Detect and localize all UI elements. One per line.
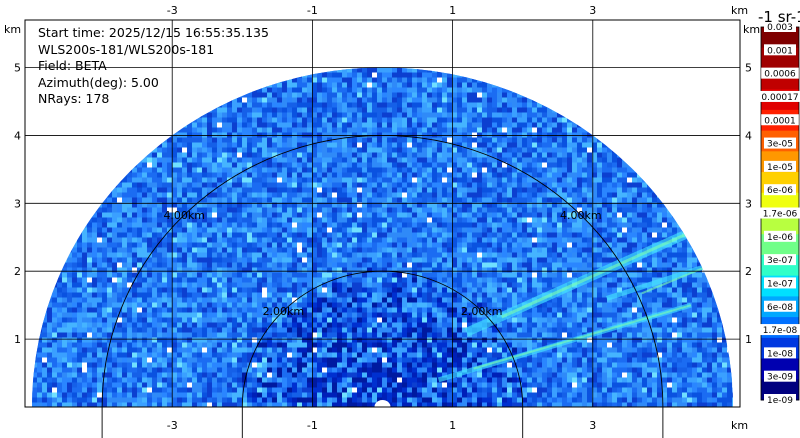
range-ring-0 — [241, 270, 524, 438]
colorbar-label-14: 1e-08 — [767, 349, 793, 359]
x-tick-top-0: -3 — [167, 4, 178, 17]
start-time-text: Start time: 2025/12/15 16:55:35.135 — [38, 25, 269, 40]
colorbar-label-bg-3 — [758, 90, 800, 102]
x-tick-top-2: 1 — [449, 4, 456, 17]
colorbar-label-7: 6e-06 — [767, 186, 793, 196]
y-tick-left-1: 2 — [14, 265, 21, 278]
colorbar-label-bg-12 — [764, 300, 796, 312]
colorbar-label-1: 0.001 — [767, 46, 793, 56]
origin-blind-zone — [374, 400, 391, 407]
streak-core-1 — [473, 304, 692, 370]
x-unit-top-right: km — [731, 4, 748, 17]
streak-core-2 — [641, 263, 713, 295]
range-ring-label-1-left: 4.00km — [163, 209, 205, 222]
plot-info: Start time: 2025/12/15 16:55:35.135 WLS2… — [38, 25, 269, 108]
range-ring-label-0-left: 2.00km — [263, 305, 305, 318]
streak-core-0 — [501, 229, 696, 319]
x-tick-bottom-3: 3 — [589, 419, 596, 432]
colorbar-swatch-0 — [761, 27, 799, 49]
colorbar-label-bg-6 — [764, 160, 796, 172]
range-ring-1 — [101, 134, 664, 438]
colorbar-label-0: 0.003 — [767, 23, 793, 33]
x-tick-bottom-2: 1 — [449, 419, 456, 432]
colorbar-label-bg-14 — [764, 347, 796, 359]
instrument-text: WLS200s-181/WLS200s-181 — [38, 41, 215, 57]
x-tick-bottom-1: -1 — [307, 419, 318, 432]
range-ring-label-1-right: 4.00km — [560, 209, 602, 222]
colorbar-label-10: 3e-07 — [767, 256, 793, 266]
colorbar-label-bg-15 — [764, 370, 796, 382]
colorbar-label-5: 3e-05 — [767, 140, 793, 150]
texture — [32, 67, 733, 407]
colorbar-label-15: 3e-09 — [767, 373, 793, 383]
colorbar-label-bg-13 — [758, 324, 800, 336]
colorbar-label-bg-7 — [764, 184, 796, 196]
colorbar-label-16: 1e-09 — [767, 396, 793, 406]
colorbar-label-2: 0.0006 — [764, 70, 796, 80]
x-tick-bottom-0: -3 — [167, 419, 178, 432]
azimuth-text: Azimuth(deg): 5.00 — [38, 74, 159, 90]
colorbar: 0.003 0.001 0.0006 0.00017 0.0001 3e-05 1e-05 6… — [758, 21, 800, 406]
x-tick-top-3: 3 — [589, 4, 596, 17]
range-rings: 2.00km 2.00km 4.00km 4.00km — [101, 134, 664, 438]
streak-feature-2 — [606, 262, 713, 301]
axes: -3 -3 -1 -1 1 1 3 3 1 1 2 2 3 3 4 4 5 5 km km km km — [4, 4, 760, 432]
x-unit-bottom-right: km — [731, 419, 748, 432]
y-unit-top-left: km — [4, 23, 21, 36]
colorbar-label-3: 0.00017 — [761, 93, 798, 103]
plot-frame — [24, 19, 741, 408]
colorbar-label-bg-5 — [764, 137, 796, 149]
colorbar-label-bg-1 — [764, 44, 796, 56]
y-tick-right-2: 3 — [745, 197, 752, 210]
colorbar-label-bg-16 — [764, 394, 796, 405]
colorbar-unit-label: -1 sr-1 — [758, 8, 800, 26]
y-tick-right-3: 4 — [745, 129, 752, 142]
range-ring-label-0-right: 2.00km — [461, 305, 503, 318]
x-tick-top-1: -1 — [307, 4, 318, 17]
field-text: Field: BETA — [38, 58, 107, 73]
y-tick-right-1: 2 — [745, 265, 752, 278]
nrays-text: NRays: 178 — [38, 91, 110, 106]
y-tick-left-3: 4 — [14, 129, 21, 142]
colorbar-swatch-9 — [761, 213, 799, 235]
y-tick-right-4: 5 — [745, 62, 752, 75]
colorbar-label-bg-8 — [758, 207, 800, 219]
colorbar-label-13: 1.7e-08 — [763, 326, 798, 336]
colorbar-label-bg-0 — [764, 21, 796, 32]
y-tick-left-2: 3 — [14, 197, 21, 210]
y-tick-right-0: 1 — [745, 333, 752, 346]
colorbar-label-9: 1e-06 — [767, 233, 793, 243]
colorbar-label-11: 1e-07 — [767, 279, 793, 289]
y-tick-left-0: 1 — [14, 333, 21, 346]
colorbar-label-bg-11 — [764, 277, 796, 289]
beta-field — [32, 67, 733, 407]
colorbar-label-bg-10 — [764, 254, 796, 266]
y-tick-left-4: 5 — [14, 62, 21, 75]
colorbar-label-6: 1e-05 — [767, 163, 793, 173]
y-unit-top-right: km — [743, 23, 760, 36]
colorbar-label-4: 0.0001 — [764, 116, 796, 126]
colorbar-label-bg-4 — [761, 114, 799, 126]
colorbar-label-bg-9 — [764, 230, 796, 242]
colorbar-label-8: 1.7e-06 — [763, 210, 798, 220]
colorbar-label-12: 6e-08 — [767, 303, 793, 313]
colorbar-label-bg-2 — [761, 67, 799, 79]
